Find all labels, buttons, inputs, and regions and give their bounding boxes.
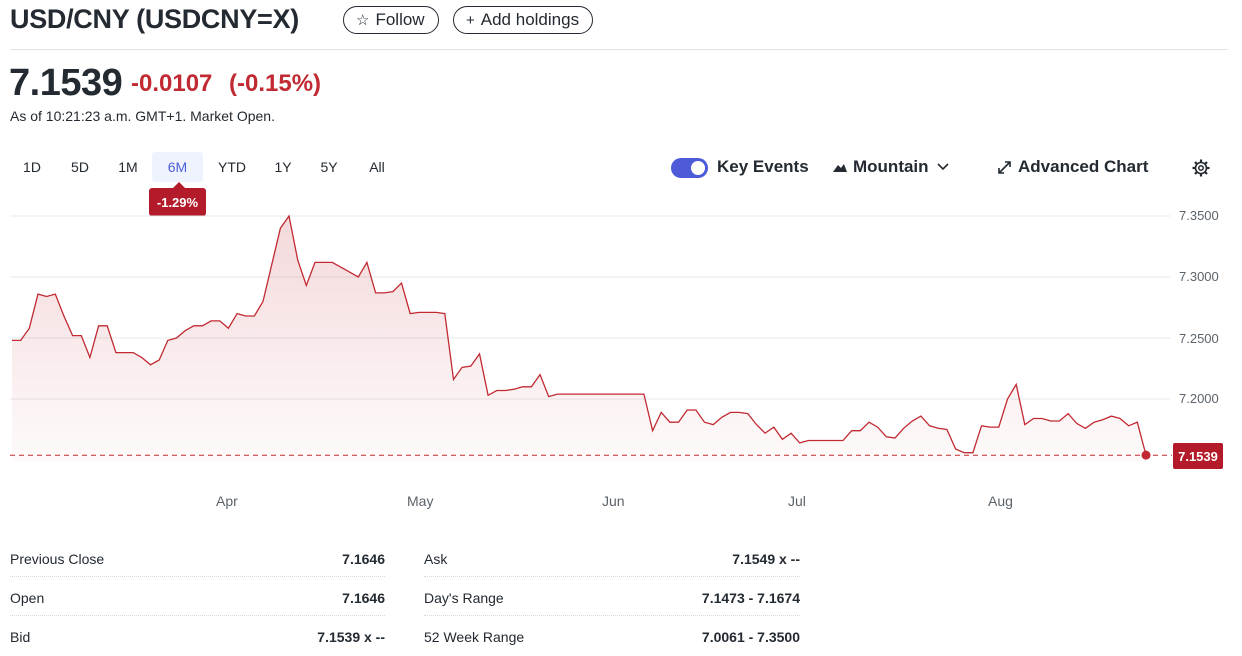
- chart-type-dropdown[interactable]: Mountain: [832, 157, 949, 177]
- toggle-knob: [691, 161, 705, 175]
- y-tick-label: 7.2000: [1179, 391, 1219, 406]
- range-tab-1m[interactable]: 1M: [118, 159, 138, 175]
- stat-label: Ask: [424, 550, 448, 567]
- stat-row: Previous Close 7.1646: [10, 541, 385, 577]
- chart-type-label: Mountain: [853, 157, 929, 176]
- add-holdings-button[interactable]: + Add holdings: [453, 6, 594, 34]
- x-tick-label: Jul: [788, 493, 806, 509]
- price-chart[interactable]: [0, 0, 1242, 520]
- market-status: As of 10:21:23 a.m. GMT+1. Market Open.: [10, 108, 275, 124]
- range-tab-5y[interactable]: 5Y: [320, 159, 338, 175]
- stat-label: Day's Range: [424, 589, 504, 606]
- stat-row: Open 7.1646: [10, 580, 385, 616]
- range-tab-all[interactable]: All: [369, 159, 385, 175]
- y-tick-label: 7.3000: [1179, 269, 1219, 284]
- price-line: [12, 214, 1147, 456]
- stat-label: Open: [10, 589, 45, 606]
- expand-icon: [998, 160, 1011, 174]
- advanced-chart-button[interactable]: Advanced Chart: [997, 157, 1148, 177]
- key-events-toggle[interactable]: [671, 158, 708, 178]
- range-tab-6m[interactable]: 6M: [152, 152, 203, 182]
- x-tick-label: Apr: [216, 493, 238, 509]
- mountain-icon: [833, 164, 847, 172]
- key-events-label[interactable]: Key Events: [717, 157, 809, 176]
- current-price: 7.1539: [9, 62, 123, 104]
- x-tick-label: Jun: [602, 493, 625, 509]
- range-tab-ytd[interactable]: YTD: [218, 159, 246, 175]
- stat-value: 7.1646: [342, 550, 385, 567]
- stat-value: 7.1549 x --: [732, 550, 800, 567]
- stats-right-column: Ask 7.1549 x -- Day's Range 7.1473 - 7.167…: [424, 541, 800, 655]
- advanced-chart-label: Advanced Chart: [1018, 157, 1149, 176]
- stat-label: Bid: [10, 629, 31, 645]
- gear-icon[interactable]: [1192, 159, 1210, 182]
- y-tick-label: 7.2500: [1179, 331, 1219, 346]
- range-tab-1y[interactable]: 1Y: [274, 159, 292, 175]
- stat-row: 52 Week Range 7.0061 - 7.3500: [424, 619, 800, 655]
- page-title: USD/CNY (USDCNY=X): [10, 4, 299, 34]
- add-holdings-label: Add holdings: [480, 10, 580, 29]
- stat-value: 7.1646: [342, 589, 385, 606]
- stat-label: 52 Week Range: [424, 629, 525, 645]
- follow-label: Follow: [375, 10, 425, 29]
- stat-row: Day's Range 7.1473 - 7.1674: [424, 580, 800, 616]
- range-change-badge: -1.29%: [149, 182, 206, 216]
- last-price-label: 7.1539: [1173, 443, 1223, 469]
- stat-value: 7.1473 - 7.1674: [701, 589, 800, 606]
- price-area-fill: [12, 216, 1146, 462]
- y-tick-label: 7.3500: [1179, 208, 1219, 223]
- header-divider: [10, 49, 1228, 50]
- stat-value: 7.0061 - 7.3500: [701, 629, 800, 645]
- stat-value: 7.1539 x --: [317, 629, 385, 645]
- x-tick-label: May: [407, 493, 434, 509]
- last-price-dot: [1141, 450, 1151, 460]
- plus-icon: +: [466, 11, 475, 29]
- star-icon: ☆: [356, 12, 370, 29]
- stat-row: Ask 7.1549 x --: [424, 541, 800, 577]
- stat-row: Bid 7.1539 x --: [10, 619, 385, 655]
- range-tab-1d[interactable]: 1D: [23, 159, 41, 175]
- price-change: -0.0107: [131, 70, 213, 97]
- range-tab-5d[interactable]: 5D: [71, 159, 89, 175]
- chevron-down-icon: [936, 163, 949, 171]
- price-change-percent: (-0.15%): [229, 70, 322, 97]
- x-tick-label: Aug: [988, 493, 1013, 509]
- stat-label: Previous Close: [10, 550, 105, 567]
- stats-left-column: Previous Close 7.1646 Open 7.1646 Bid 7.153…: [10, 541, 385, 655]
- follow-button[interactable]: ☆ Follow: [343, 6, 439, 34]
